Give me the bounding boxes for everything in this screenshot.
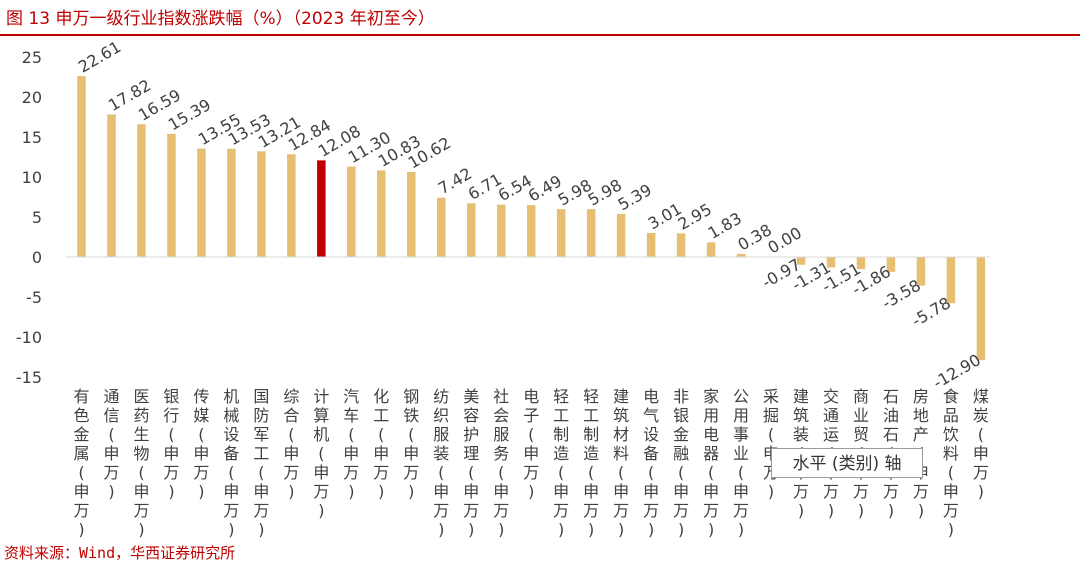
- bar: [676, 233, 686, 257]
- source-note: 资料来源：Wind，华西证券研究所: [4, 544, 236, 562]
- x-tick-label: 轻工制造(申万): [553, 387, 569, 539]
- y-axis: -15 -10 -5 0 5 10 15 20 25: [16, 48, 42, 387]
- bar: [466, 203, 476, 257]
- axis-tooltip: 水平 (类别) 轴: [771, 448, 923, 478]
- x-tick-label: 传媒(申万): [193, 387, 209, 501]
- bar: [826, 257, 836, 268]
- title-divider: [0, 34, 1080, 36]
- x-tick-label: 纺织服装(申万): [433, 387, 449, 539]
- x-tick-label: 国防军工(申万): [253, 387, 269, 539]
- bar: [437, 197, 446, 257]
- bar: [167, 133, 176, 257]
- bar: [317, 160, 326, 257]
- x-tick-label: 食品饮料(申万): [943, 387, 959, 539]
- value-label: 22.61: [75, 37, 124, 76]
- bar: [526, 205, 536, 257]
- bar: [377, 170, 386, 257]
- x-tick-label: 医药生物(申万): [133, 387, 149, 539]
- bar: [616, 213, 626, 257]
- bar: [586, 209, 596, 257]
- bar: [77, 76, 86, 258]
- value-label: -5.78: [909, 293, 954, 330]
- bar: [107, 114, 116, 257]
- bar: [706, 242, 716, 257]
- y-tick-label: 0: [32, 248, 42, 267]
- x-tick-label: 家用电器(申万): [703, 387, 719, 539]
- x-tick-label: 社会服务(申万): [493, 387, 509, 539]
- bar: [347, 166, 356, 257]
- x-tick-label: 美容护理(申万): [463, 387, 479, 539]
- x-tick-label: 汽车(申万): [343, 387, 359, 501]
- y-tick-label: 20: [22, 88, 42, 107]
- x-tick-label: 有色金属(申万): [73, 387, 89, 539]
- x-tick-label: 非银金融(申万): [673, 387, 689, 539]
- bar-series: [77, 76, 986, 361]
- y-tick-label: 10: [22, 168, 42, 187]
- x-tick-label: 钢铁(申万): [403, 387, 419, 501]
- bar: [257, 151, 266, 257]
- y-tick-label: -10: [16, 328, 42, 347]
- y-tick-label: -5: [26, 288, 42, 307]
- x-tick-label: 轻工制造(申万): [583, 387, 599, 539]
- bar: [796, 257, 806, 265]
- bar: [197, 148, 206, 257]
- y-tick-label: -15: [16, 368, 42, 387]
- bar: [916, 257, 926, 286]
- bar: [496, 204, 506, 257]
- x-tick-label: 通信(申万): [103, 387, 119, 501]
- bar: [407, 172, 416, 257]
- bar: [556, 209, 566, 257]
- x-tick-label: 电气设备(申万): [643, 387, 659, 539]
- bar: [736, 253, 746, 257]
- x-axis-labels: 有色金属(申万) 通信(申万) 医药生物(申万) 银行(申万) 传媒(申万) 机械设备(申…: [73, 387, 988, 539]
- bar: [946, 257, 956, 304]
- x-tick-label: 银行(申万): [163, 387, 179, 501]
- value-label: 0.00: [765, 223, 805, 257]
- x-tick-label: 采掘(申万): [763, 387, 779, 501]
- bar: [137, 124, 146, 257]
- x-tick-label: 机械设备(申万): [223, 387, 239, 539]
- y-tick-label: 25: [22, 48, 42, 67]
- x-tick-label: 公用事业(申万): [733, 387, 749, 539]
- bar: [287, 154, 296, 257]
- x-tick-label: 建筑材料(申万): [613, 387, 629, 539]
- bar: [646, 232, 656, 257]
- x-tick-label: 综合(申万): [283, 387, 299, 501]
- x-tick-label: 电子(申万): [523, 387, 539, 501]
- y-tick-label: 15: [22, 128, 42, 147]
- x-tick-label: 计算机(申万): [313, 387, 329, 520]
- x-tick-label: 煤炭(申万): [973, 387, 989, 501]
- x-tick-label: 化工(申万): [373, 387, 389, 501]
- bar: [976, 257, 986, 361]
- bar: [227, 148, 236, 257]
- chart-title: 图 13 申万一级行业指数涨跌幅（%）（2023 年初至今）: [6, 9, 435, 29]
- y-tick-label: 5: [32, 208, 42, 227]
- bar: [856, 257, 866, 270]
- bar: [886, 257, 896, 272]
